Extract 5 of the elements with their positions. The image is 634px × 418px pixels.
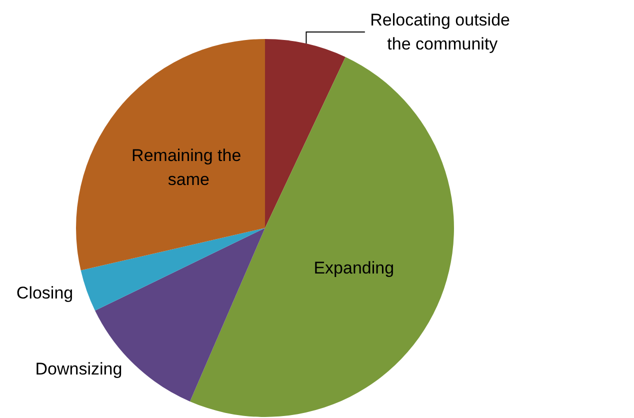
slice-label: Relocating outside the community — [370, 10, 515, 54]
slice-label: Downsizing — [35, 359, 122, 378]
slice-label: Remaining the same — [132, 146, 246, 189]
slice-label: Closing — [16, 283, 74, 302]
slice-label: Expanding — [314, 258, 394, 278]
